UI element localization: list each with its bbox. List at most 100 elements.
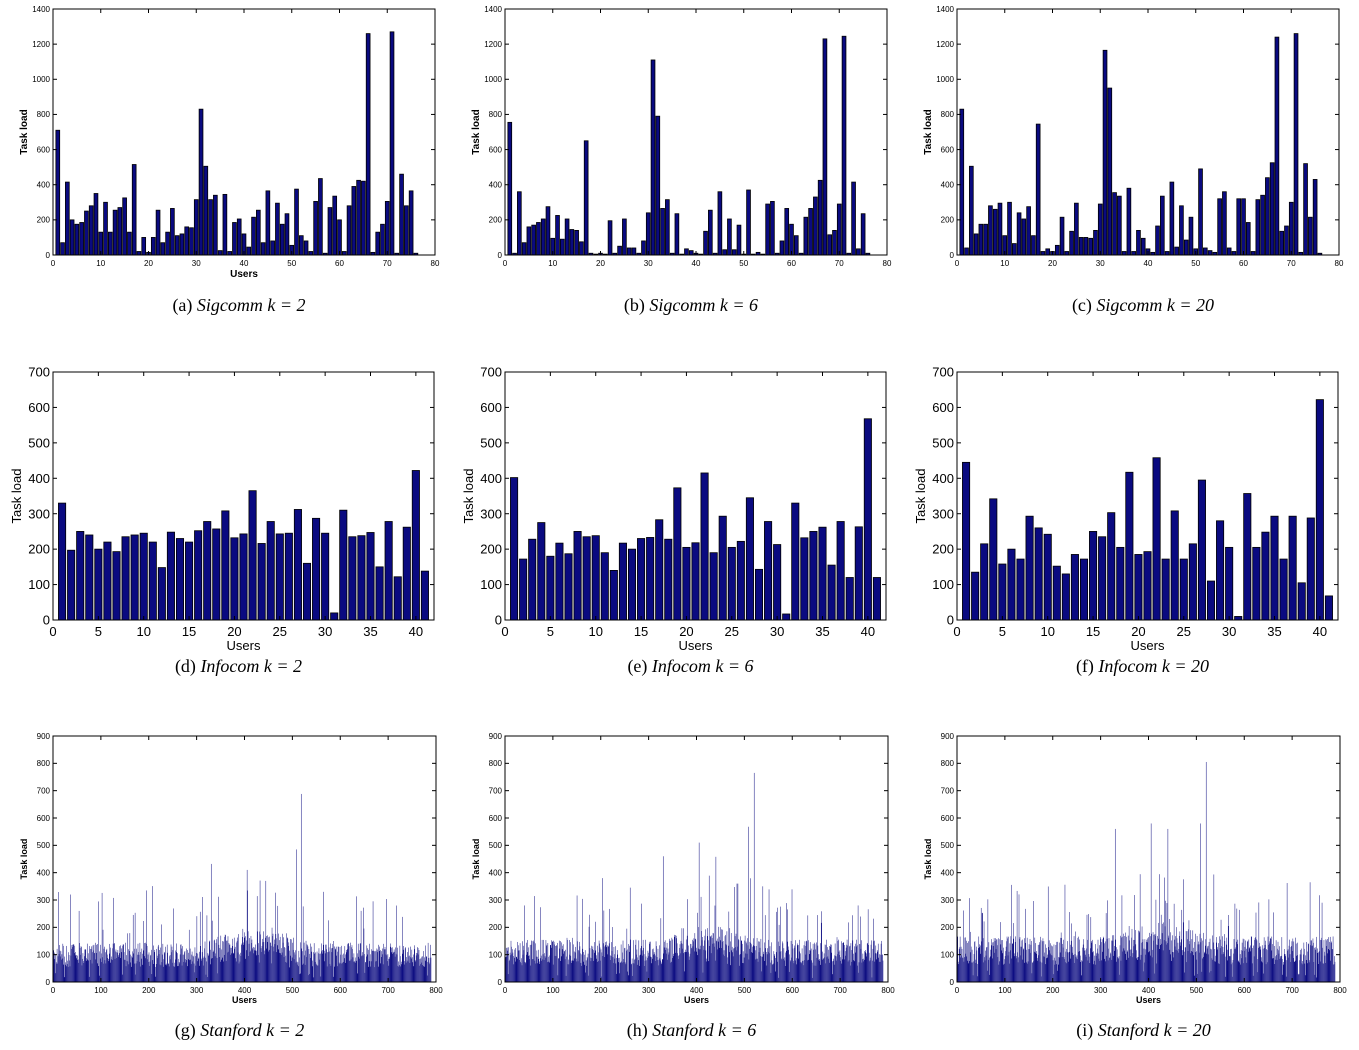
y-tick-label: 800 [941,759,955,768]
x-tick-label: 80 [883,259,892,268]
bar [526,226,532,256]
y-tick-label: 400 [480,471,502,486]
bar [528,538,537,621]
y-tick-label: 0 [498,251,503,260]
bar [1007,548,1016,621]
bar [998,563,1007,621]
bar [184,226,190,256]
bar [375,231,381,256]
bar [537,522,546,621]
bar [1069,230,1074,256]
y-tick-label: 600 [28,400,50,415]
y-tick-label: 0 [43,613,50,628]
bar [1031,235,1036,256]
bar [402,526,411,621]
caption-dataset: Sigcomm [197,295,268,315]
bar [1231,251,1237,256]
bar [279,223,285,256]
bar [536,222,541,256]
bar [246,246,252,256]
bar [1143,551,1152,621]
bar [1206,580,1216,621]
bar [208,199,213,256]
chart-panel-4: 0 5 10 15 20 25 30 35 400100200300400500600700Us… [9,365,435,677]
bar [389,31,395,256]
chart-panel-3: 0 10 20 30 40 50 60 70 8002004006008001000120014… [923,5,1344,316]
bar [622,218,627,256]
y-tick-label: 400 [941,868,955,877]
caption-dataset: Infocom [1097,656,1161,676]
bar [339,509,348,621]
bar [411,470,420,621]
x-tick-label: 50 [1191,259,1200,268]
bar [856,248,861,256]
bar [1160,195,1165,256]
axes-frame [504,8,888,256]
x-tick-label: 10 [96,259,105,268]
bar [564,218,570,256]
bar [399,173,404,256]
x-tick-label: 30 [1096,259,1105,268]
y-tick-label: 300 [941,896,955,905]
caption-k: k = 20 [1162,656,1209,676]
bar [1016,212,1022,256]
bar [507,121,513,256]
y-tick-label: 1000 [32,75,50,84]
x-tick-label: 0 [49,624,56,639]
y-tick-label: 400 [37,181,51,190]
bar [722,249,727,256]
bar [1252,546,1261,621]
bar [708,209,713,256]
bar [851,181,856,256]
bar [112,551,121,621]
y-tick-label: 1000 [484,75,502,84]
bar [1026,206,1031,256]
bar [1308,216,1313,256]
bar [1054,244,1060,256]
bar [827,564,836,621]
bar [1035,123,1041,256]
bar [1093,229,1098,256]
y-tick-label: 800 [37,110,51,119]
y-tick-label: 1200 [936,40,954,49]
caption-k: k = 6 [720,295,758,315]
x-tick-label: 60 [335,259,344,268]
caption-letter: (c) [1072,295,1096,316]
bar [1136,229,1141,256]
bar [74,223,80,256]
bar [408,190,414,256]
bar [818,526,827,621]
bar [1269,162,1275,256]
x-tick-label: 30 [1222,624,1236,639]
y-tick-label: 200 [489,923,503,932]
bar [793,235,799,256]
bar [665,199,670,256]
y-tick-label: 300 [37,896,51,905]
chart-panel-7: 0 100 200 300 400 500 600 700 800 0 100 200 300 400 50… [19,732,443,1041]
x-axis-label: Users [684,995,709,1005]
caption-k: k = 2 [266,1020,304,1040]
bar [69,219,75,256]
bar [688,250,694,256]
bar [1293,33,1299,256]
bar [808,208,813,256]
bar [366,532,375,621]
bar [582,536,591,621]
bar [1079,558,1089,621]
caption-dataset: Stanford [1098,1020,1164,1040]
bar [1059,216,1065,256]
bar [1183,239,1189,256]
bar [836,521,845,621]
x-tick-label: 10 [136,624,150,639]
bar [1040,251,1046,256]
y-tick-label: 0 [498,978,503,987]
bar [212,528,221,621]
x-axis-label: Users [227,638,261,653]
x-tick-label: 0 [953,624,960,639]
bar [1117,195,1122,256]
y-tick-label: 0 [46,251,51,260]
bar [222,193,228,256]
y-tick-label: 600 [480,400,502,415]
caption-k: k = 20 [1164,1020,1211,1040]
caption-letter: (h) [627,1020,653,1041]
